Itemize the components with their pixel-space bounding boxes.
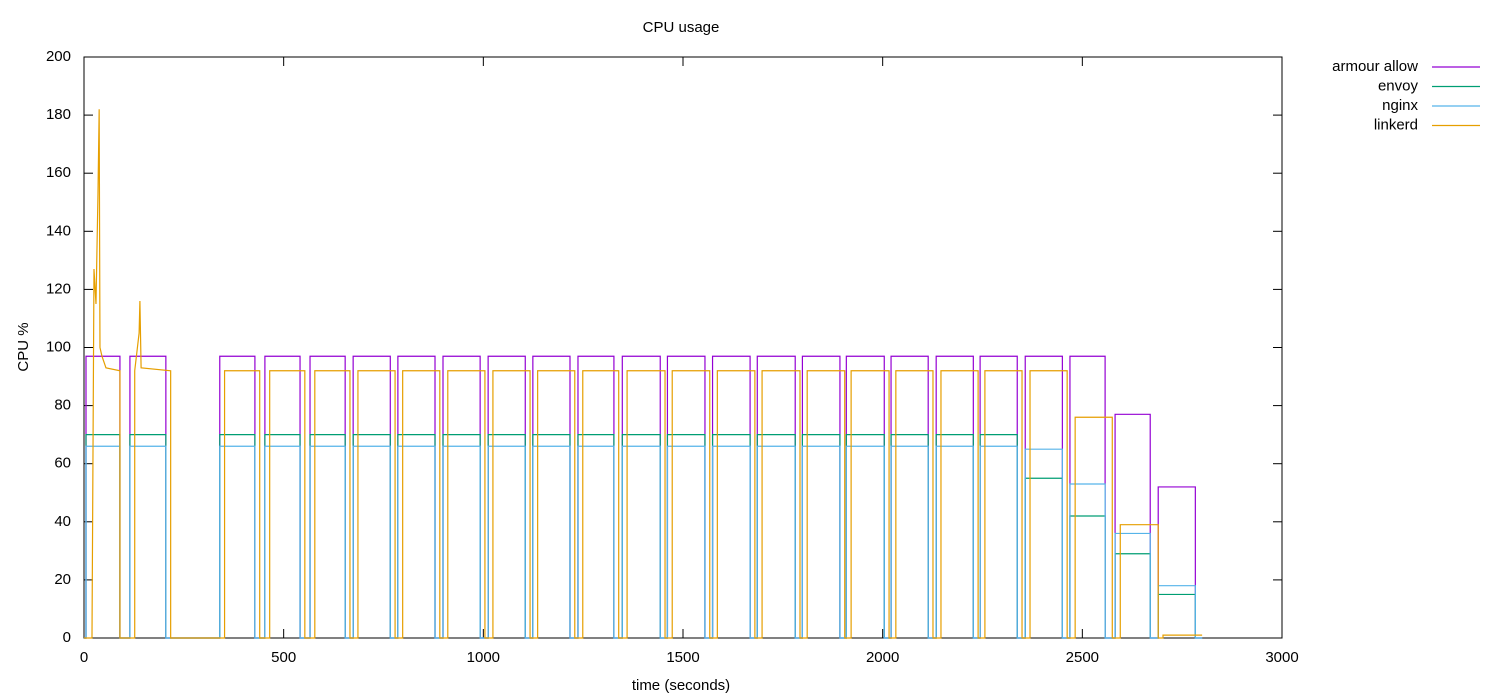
series-line (84, 109, 1203, 639)
legend-label: envoy (1378, 77, 1419, 94)
chart-title: CPU usage (643, 19, 720, 36)
y-tick-label: 100 (46, 338, 71, 355)
y-tick-label: 160 (46, 164, 71, 181)
y-tick-label: 40 (54, 513, 71, 530)
y-tick-label: 200 (46, 48, 71, 65)
x-tick-label: 3000 (1265, 649, 1298, 666)
x-tick-label: 2000 (866, 649, 899, 666)
y-tick-label: 20 (54, 571, 71, 588)
x-tick-label: 2500 (1066, 649, 1099, 666)
y-axis-label: CPU % (15, 322, 32, 371)
x-axis-label: time (seconds) (632, 677, 730, 694)
y-tick-label: 60 (54, 455, 71, 472)
series-line (84, 445, 1203, 639)
plot-frame (83, 56, 1283, 639)
y-tick-label: 140 (46, 222, 71, 239)
legend-label: linkerd (1374, 116, 1418, 133)
x-tick-label: 1500 (666, 649, 699, 666)
x-tick-label: 500 (271, 649, 296, 666)
series-line (84, 355, 1203, 639)
y-tick-label: 80 (54, 397, 71, 414)
series-line (84, 434, 1203, 639)
x-tick-label: 0 (80, 649, 88, 666)
x-tick-label: 1000 (467, 649, 500, 666)
legend-label: armour allow (1332, 58, 1418, 75)
y-tick-label: 120 (46, 280, 71, 297)
y-tick-label: 0 (63, 629, 71, 646)
legend-label: nginx (1382, 97, 1418, 114)
y-tick-label: 180 (46, 106, 71, 123)
